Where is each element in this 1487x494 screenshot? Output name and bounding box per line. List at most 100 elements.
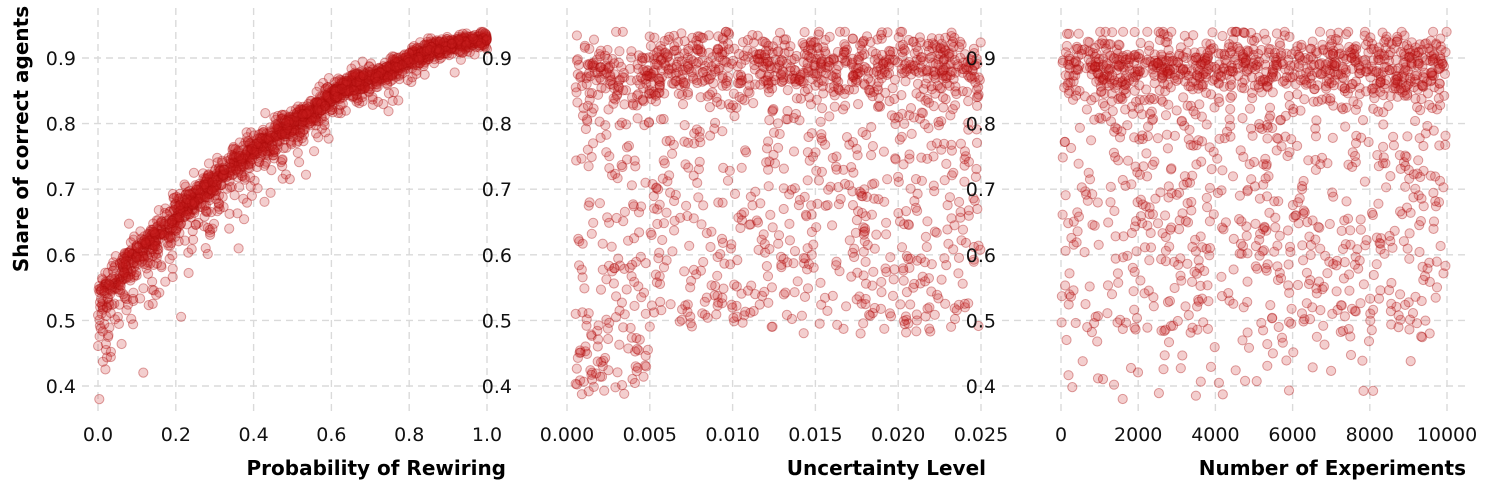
scatter-point — [1214, 378, 1223, 387]
scatter-point — [1112, 60, 1121, 69]
scatter-point — [647, 230, 656, 239]
scatter-point — [1114, 278, 1123, 287]
scatter-point — [191, 181, 200, 190]
scatter-point — [687, 322, 696, 331]
scatter-point — [218, 192, 227, 201]
scatter-point — [856, 329, 865, 338]
scatter-point — [1414, 47, 1423, 56]
scatter-point — [912, 42, 921, 51]
scatter-point — [1130, 27, 1139, 36]
scatter-point — [932, 228, 941, 237]
scatter-point — [698, 68, 707, 77]
grid-rewiring — [82, 8, 506, 412]
scatter-point — [733, 62, 742, 71]
scatter-point — [1389, 132, 1398, 141]
scatter-point — [853, 151, 862, 160]
scatter-point — [1228, 172, 1237, 181]
scatter-point — [680, 121, 689, 130]
scatter-point — [645, 322, 654, 331]
scatter-point — [1332, 287, 1341, 296]
scatter-point — [314, 133, 323, 142]
scatter-point — [785, 236, 794, 245]
scatter-point — [1140, 289, 1149, 298]
scatter-point — [435, 45, 444, 54]
scatter-point — [1096, 27, 1105, 36]
scatter-point — [1399, 237, 1408, 246]
scatter-point — [1429, 188, 1438, 197]
scatter-point — [855, 187, 864, 196]
scatter-point — [642, 362, 651, 371]
scatter-point — [910, 279, 919, 288]
scatter-point — [1374, 294, 1383, 303]
scatter-point — [789, 147, 798, 156]
scatter-point — [1108, 28, 1117, 37]
scatter-point — [671, 77, 680, 86]
scatter-point — [1241, 376, 1250, 385]
scatter-point — [1159, 365, 1168, 374]
scatter-point — [351, 68, 360, 77]
scatter-point — [782, 310, 791, 319]
scatter-point — [1202, 193, 1211, 202]
scatter-point — [719, 284, 728, 293]
scatter-point — [1263, 361, 1272, 370]
scatter-point — [1083, 196, 1092, 205]
scatter-point — [1104, 218, 1113, 227]
scatter-point — [249, 131, 258, 140]
scatter-point — [1405, 325, 1414, 334]
scatter-point — [1347, 304, 1356, 313]
scatter-point — [95, 395, 104, 404]
scatter-point — [1160, 351, 1169, 360]
scatter-point — [876, 102, 885, 111]
scatter-point — [1071, 71, 1080, 80]
scatter-point — [261, 109, 270, 118]
scatter-point — [1380, 249, 1389, 258]
scatter-point — [1341, 122, 1350, 131]
scatter-point — [803, 84, 812, 93]
scatter-point — [1224, 66, 1233, 75]
scatter-point — [1123, 121, 1132, 130]
x-tick-label: 0.6 — [316, 424, 346, 446]
scatter-point — [368, 95, 377, 104]
scatter-point — [689, 74, 698, 83]
scatter-point — [161, 277, 170, 286]
scatter-point — [817, 57, 826, 66]
scatter-point — [1061, 281, 1070, 290]
scatter-point — [589, 35, 598, 44]
scatter-point — [190, 198, 199, 207]
scatter-point — [620, 207, 629, 216]
scatter-point — [1345, 42, 1354, 51]
scatter-point — [151, 242, 160, 251]
scatter-point — [941, 71, 950, 80]
scatter-point — [1057, 318, 1066, 327]
scatter-point — [868, 142, 877, 151]
scatter-point — [779, 204, 788, 213]
scatter-point — [902, 328, 911, 337]
scatter-point — [1106, 40, 1115, 49]
scatter-point — [912, 327, 921, 336]
scatter-point — [258, 147, 267, 156]
scatter-point — [1304, 279, 1313, 288]
scatter-point — [1340, 312, 1349, 321]
scatter-point — [1369, 270, 1378, 279]
scatter-point — [817, 130, 826, 139]
scatter-point — [324, 134, 333, 143]
scatter-point — [139, 368, 148, 377]
scatter-point — [1429, 217, 1438, 226]
scatter-point — [1369, 305, 1378, 314]
scatter-point — [1207, 165, 1216, 174]
scatter-point — [247, 191, 256, 200]
scatter-point — [1135, 49, 1144, 58]
scatter-point — [668, 247, 677, 256]
scatter-point — [739, 51, 748, 60]
scatter-point — [838, 54, 847, 63]
scatter-point — [225, 209, 234, 218]
scatter-point — [398, 69, 407, 78]
scatter-point — [1326, 94, 1335, 103]
scatter-point — [768, 107, 777, 116]
scatter-point — [584, 162, 593, 171]
scatter-point — [1320, 340, 1329, 349]
scatter-point — [587, 229, 596, 238]
scatter-point — [840, 89, 849, 98]
scatter-point — [891, 119, 900, 128]
